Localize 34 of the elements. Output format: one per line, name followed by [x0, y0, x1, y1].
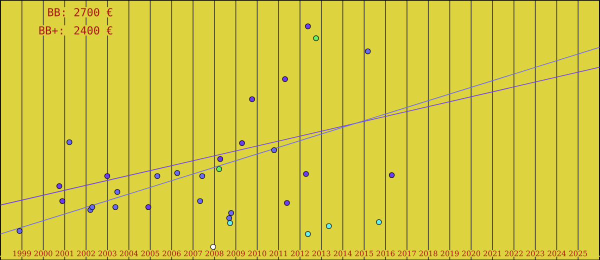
point [227, 220, 233, 226]
point [16, 228, 22, 234]
point [228, 210, 234, 216]
point [59, 198, 66, 204]
point [56, 183, 62, 189]
annotation: BB+: 2400 € [39, 26, 112, 34]
text: BB: 2700 € [48, 8, 112, 16]
point [114, 188, 120, 195]
point [305, 23, 311, 30]
point [376, 219, 382, 225]
point [388, 172, 395, 178]
point [145, 204, 152, 210]
point [89, 204, 96, 210]
point [66, 139, 72, 145]
point [174, 170, 180, 176]
point [303, 170, 309, 177]
point [313, 35, 319, 41]
point [239, 140, 245, 146]
point [249, 96, 255, 102]
point [305, 230, 311, 237]
point [104, 173, 110, 179]
point [271, 147, 278, 153]
point [112, 204, 118, 210]
point [326, 223, 332, 229]
point [226, 215, 232, 221]
point [284, 200, 290, 206]
point [217, 156, 224, 162]
point [197, 198, 203, 204]
point [364, 48, 371, 54]
point [282, 76, 288, 82]
point [210, 244, 216, 250]
point [199, 173, 206, 179]
point [216, 166, 222, 172]
point [154, 173, 160, 179]
